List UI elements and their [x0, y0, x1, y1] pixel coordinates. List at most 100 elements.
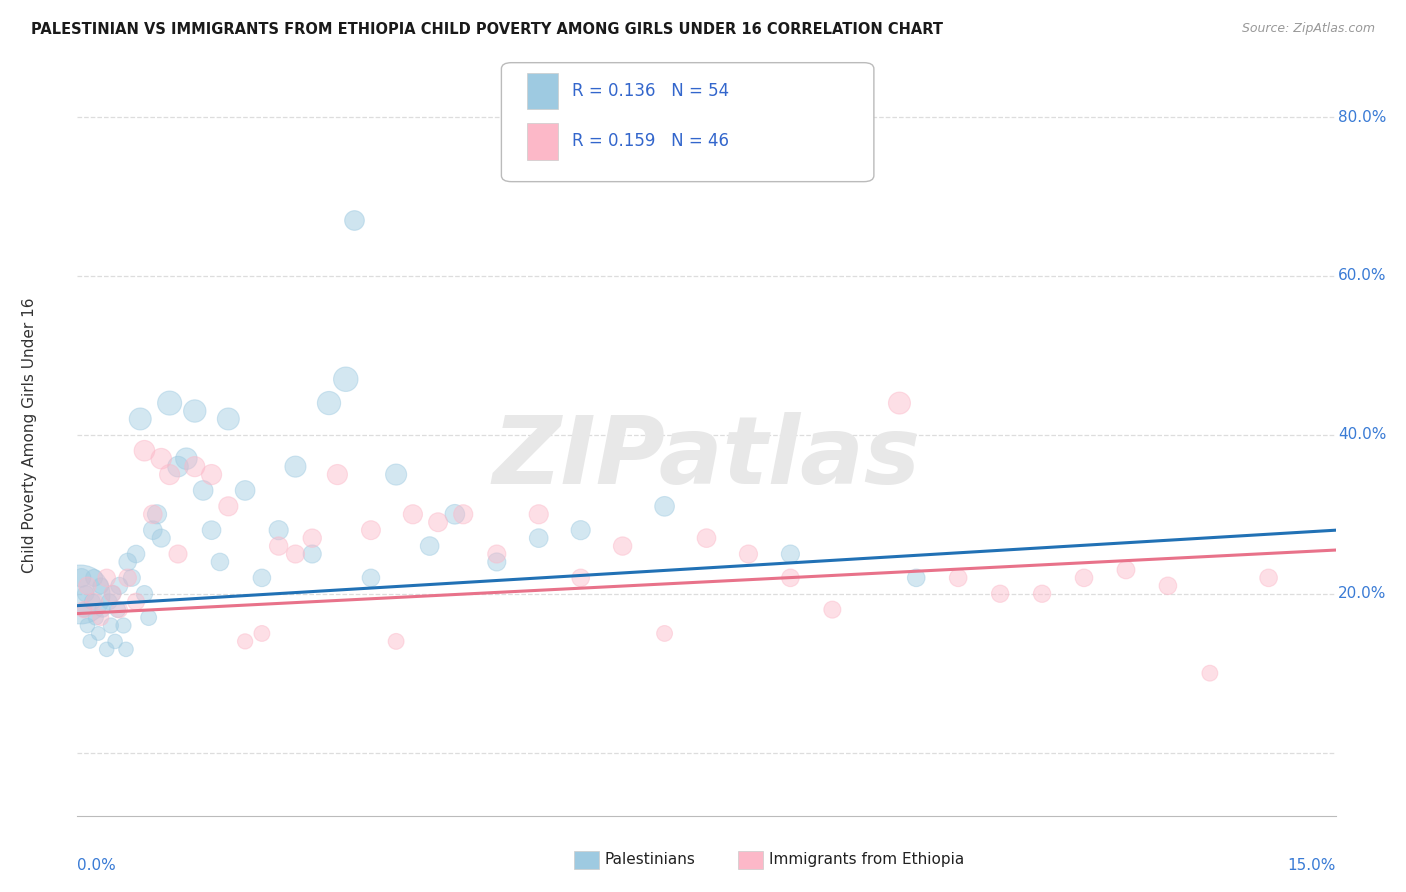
- Point: [527, 531, 550, 545]
- Point: [90, 579, 112, 593]
- Point: [104, 634, 127, 648]
- Point: [301, 531, 323, 545]
- Point: [301, 547, 323, 561]
- Text: 0.0%: 0.0%: [77, 858, 117, 873]
- Point: [419, 539, 441, 553]
- Point: [217, 412, 239, 426]
- Point: [326, 467, 349, 482]
- Point: [82, 595, 104, 609]
- Point: [250, 626, 273, 640]
- Point: [117, 571, 139, 585]
- Point: [83, 571, 105, 585]
- Point: [70, 571, 93, 585]
- Point: [250, 571, 273, 585]
- Point: [69, 587, 91, 601]
- Point: [134, 587, 156, 601]
- Text: PALESTINIAN VS IMMIGRANTS FROM ETHIOPIA CHILD POVERTY AMONG GIRLS UNDER 16 CORRE: PALESTINIAN VS IMMIGRANTS FROM ETHIOPIA …: [31, 22, 943, 37]
- Point: [569, 523, 592, 537]
- Point: [233, 483, 256, 498]
- Point: [87, 626, 110, 640]
- Point: [125, 547, 148, 561]
- Point: [343, 213, 366, 227]
- Point: [115, 642, 138, 657]
- Point: [108, 579, 131, 593]
- Point: [75, 587, 97, 601]
- Point: [988, 587, 1011, 601]
- Point: [98, 595, 121, 609]
- Point: [91, 602, 114, 616]
- Text: R = 0.159   N = 46: R = 0.159 N = 46: [572, 132, 728, 150]
- Point: [1157, 579, 1180, 593]
- Point: [146, 508, 169, 522]
- Text: R = 0.136   N = 54: R = 0.136 N = 54: [572, 82, 728, 100]
- Point: [1031, 587, 1053, 601]
- Point: [125, 595, 148, 609]
- Point: [527, 508, 550, 522]
- Point: [427, 515, 450, 529]
- Point: [150, 531, 173, 545]
- Point: [654, 500, 676, 514]
- FancyBboxPatch shape: [527, 73, 558, 110]
- Point: [1198, 666, 1220, 681]
- Point: [217, 500, 239, 514]
- Point: [385, 467, 408, 482]
- Point: [889, 396, 911, 410]
- Point: [948, 571, 970, 585]
- Point: [100, 618, 122, 632]
- Point: [335, 372, 357, 386]
- Point: [150, 451, 173, 466]
- Point: [284, 459, 307, 474]
- Point: [402, 508, 425, 522]
- Text: Immigrants from Ethiopia: Immigrants from Ethiopia: [769, 853, 965, 867]
- Point: [654, 626, 676, 640]
- Point: [200, 523, 222, 537]
- Point: [267, 523, 290, 537]
- Point: [142, 523, 165, 537]
- Text: 80.0%: 80.0%: [1339, 110, 1386, 125]
- Point: [101, 587, 124, 601]
- Text: 20.0%: 20.0%: [1339, 586, 1386, 601]
- Point: [1073, 571, 1095, 585]
- Point: [318, 396, 340, 410]
- Point: [184, 404, 207, 418]
- Point: [208, 555, 231, 569]
- Point: [129, 412, 152, 426]
- Point: [569, 571, 592, 585]
- Point: [134, 443, 156, 458]
- Point: [138, 610, 160, 624]
- Point: [96, 642, 118, 657]
- Point: [117, 555, 139, 569]
- FancyBboxPatch shape: [502, 62, 875, 182]
- Text: 40.0%: 40.0%: [1339, 427, 1386, 442]
- Point: [73, 602, 96, 616]
- Point: [83, 595, 105, 609]
- Point: [905, 571, 928, 585]
- Point: [485, 547, 508, 561]
- Point: [101, 587, 124, 601]
- Point: [821, 602, 844, 616]
- Point: [176, 451, 198, 466]
- Text: 60.0%: 60.0%: [1339, 268, 1386, 284]
- Point: [167, 547, 190, 561]
- Point: [779, 571, 801, 585]
- Point: [167, 459, 190, 474]
- Point: [267, 539, 290, 553]
- Point: [233, 634, 256, 648]
- Text: Palestinians: Palestinians: [605, 853, 696, 867]
- Point: [96, 571, 118, 585]
- Point: [121, 571, 143, 585]
- Point: [84, 610, 107, 624]
- Point: [159, 467, 181, 482]
- Point: [1257, 571, 1279, 585]
- Point: [485, 555, 508, 569]
- Point: [385, 634, 408, 648]
- Point: [1115, 563, 1137, 577]
- Point: [451, 508, 474, 522]
- Point: [612, 539, 634, 553]
- Text: Child Poverty Among Girls Under 16: Child Poverty Among Girls Under 16: [22, 297, 37, 573]
- Point: [444, 508, 467, 522]
- Point: [90, 610, 112, 624]
- Point: [76, 579, 98, 593]
- Point: [159, 396, 181, 410]
- Point: [737, 547, 759, 561]
